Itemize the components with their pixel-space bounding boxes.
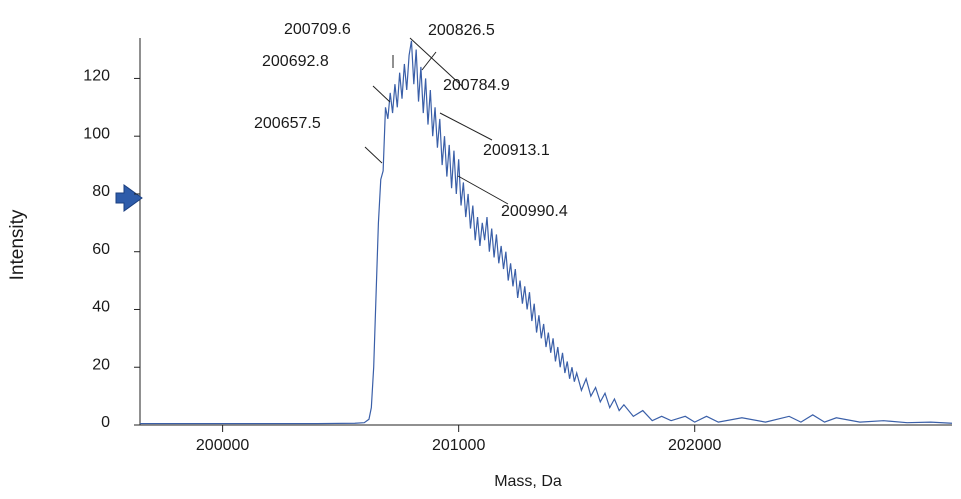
annotation-label: 200657.5 [254,115,321,132]
x-tick-label: 200000 [196,437,249,454]
annotation-label: 200826.5 [428,22,495,39]
annotation-label: 200913.1 [483,142,550,159]
x-tick-label: 202000 [668,437,721,454]
annotation-label: 200784.9 [443,77,510,94]
y-tick-label: 60 [92,241,110,258]
y-tick-label: 40 [92,299,110,316]
spectrum-line [140,40,953,425]
annotation-label: 200990.4 [501,203,568,220]
annotation-label: 200692.8 [262,53,329,70]
annotation-label: 200709.6 [284,21,351,38]
annotation-leader [409,37,463,87]
annotation-leader [457,175,509,205]
y-tick-label: 20 [92,356,110,373]
y-tick-label: 80 [92,183,110,200]
y-axis-label: Intensity [7,209,28,280]
marker-arrow [115,184,143,212]
y-tick-label: 120 [83,68,110,85]
x-axis-label: Mass, Da [494,473,562,490]
annotation-leader [364,146,383,164]
y-tick-label: 100 [83,125,110,142]
annotation-leader [439,112,493,141]
annotation-leader [372,85,391,103]
y-tick-label: 0 [101,414,110,431]
annotation-leader [421,51,437,71]
x-tick-label: 201000 [432,437,485,454]
